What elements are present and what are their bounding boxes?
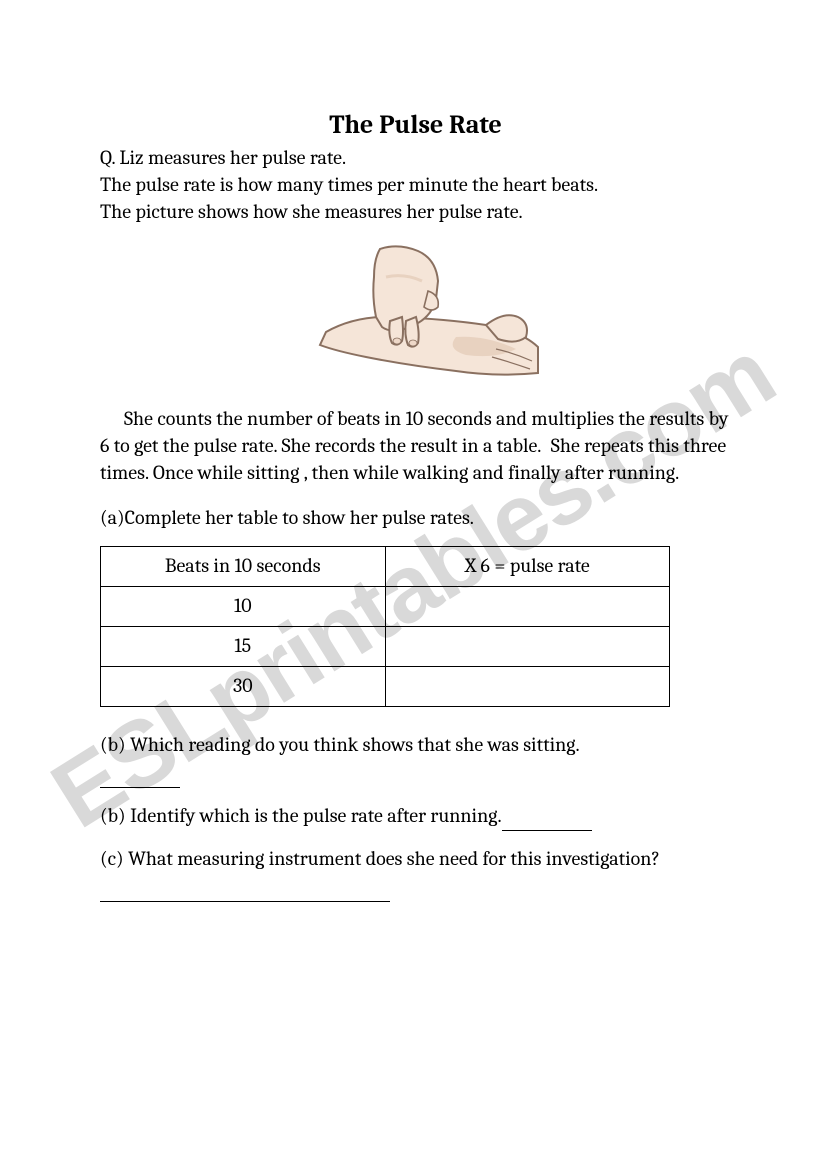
table-row: 10 (101, 587, 670, 627)
cell-beats-0: 10 (101, 587, 386, 627)
pulse-table: Beats in 10 seconds X 6 = pulse rate 10 … (100, 546, 670, 707)
table-row: 30 (101, 667, 670, 707)
intro-block: Q. Liz measures her pulse rate. The puls… (100, 144, 731, 225)
cell-rate-1[interactable] (385, 627, 670, 667)
question-b2: (b) Identify which is the pulse rate aft… (100, 802, 731, 831)
question-c: (c) What measuring instrument does she n… (100, 845, 731, 902)
answer-blank-b2[interactable] (502, 802, 592, 831)
pulse-illustration (100, 237, 731, 391)
question-b2-text: (b) Identify which is the pulse rate aft… (100, 804, 502, 827)
question-c-text: (c) What measuring instrument does she n… (100, 847, 660, 870)
answer-blank-c[interactable] (100, 873, 390, 902)
table-row: 15 (101, 627, 670, 667)
cell-beats-2: 30 (101, 667, 386, 707)
table-header-row: Beats in 10 seconds X 6 = pulse rate (101, 547, 670, 587)
page-title: The Pulse Rate (100, 110, 731, 140)
question-b1: (b) Which reading do you think shows tha… (100, 731, 731, 788)
intro-line-3: The picture shows how she measures her p… (100, 200, 523, 223)
intro-line-2: The pulse rate is how many times per min… (100, 173, 598, 196)
col-header-beats: Beats in 10 seconds (101, 547, 386, 587)
question-a: (a)Complete her table to show her pulse … (100, 504, 731, 532)
answer-blank-b1[interactable] (100, 759, 180, 788)
cell-rate-2[interactable] (385, 667, 670, 707)
intro-line-1: Q. Liz measures her pulse rate. (100, 146, 346, 169)
question-b1-text: (b) Which reading do you think shows tha… (100, 733, 580, 756)
body-paragraph: She counts the number of beats in 10 sec… (100, 405, 731, 486)
worksheet-page: The Pulse Rate Q. Liz measures her pulse… (0, 0, 826, 976)
cell-rate-0[interactable] (385, 587, 670, 627)
col-header-rate: X 6 = pulse rate (385, 547, 670, 587)
cell-beats-1: 15 (101, 627, 386, 667)
hands-illustration-icon (286, 237, 546, 387)
